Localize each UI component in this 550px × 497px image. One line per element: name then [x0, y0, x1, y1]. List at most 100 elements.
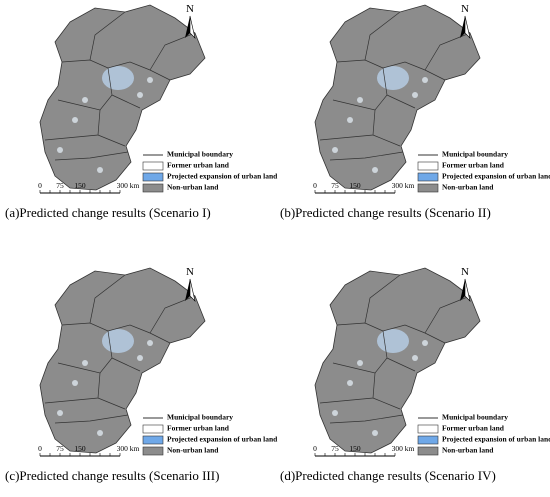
legend-swatch: [417, 183, 439, 193]
scale-label: 300 km: [117, 181, 140, 190]
legend-label: Former urban land: [442, 161, 505, 170]
boundary: [111, 357, 141, 372]
panel: N Municipal boundary Former urban land Proj…: [280, 266, 550, 483]
urban-patch: [372, 167, 378, 173]
scale-label: 75: [331, 181, 339, 190]
north-arrow: [189, 278, 196, 302]
boundary: [57, 330, 113, 374]
panel: N Municipal boundary Former urban land Proj…: [5, 3, 278, 220]
scale-label: 0: [38, 181, 42, 190]
legend-label: Former urban land: [167, 161, 230, 170]
urban-patch: [412, 92, 418, 98]
north-arrow: [185, 16, 190, 38]
boundary: [54, 151, 129, 161]
boundary: [424, 32, 471, 71]
scale-label: 0: [313, 444, 317, 453]
boundary: [149, 295, 196, 334]
scale-label: 300 km: [392, 444, 415, 453]
legend-label: Municipal boundary: [442, 150, 508, 159]
scale-label: 150: [349, 444, 361, 453]
north-arrow: [460, 279, 465, 301]
north-arrow: [189, 15, 196, 39]
boundary: [89, 11, 126, 61]
legend-label: Former urban land: [167, 424, 230, 433]
boundary: [364, 11, 401, 61]
legend-label: Municipal boundary: [167, 413, 233, 422]
north-label: N: [186, 3, 194, 15]
urban-patch: [97, 430, 103, 436]
boundary: [329, 151, 404, 161]
north-label: N: [461, 3, 469, 15]
boundary: [336, 322, 446, 344]
legend-label: Former urban land: [442, 424, 505, 433]
north-label: N: [186, 266, 194, 278]
scale-label: 0: [313, 181, 317, 190]
boundary: [61, 59, 171, 81]
urban-patch: [332, 410, 338, 416]
urban-patch: [82, 97, 88, 103]
urban-patch: [137, 92, 143, 98]
scale-label: 75: [56, 181, 64, 190]
region: [39, 4, 206, 191]
urban-patch: [347, 117, 353, 123]
legend-label: Non-urban land: [167, 183, 219, 192]
scale-label: 0: [38, 444, 42, 453]
boundary: [97, 397, 126, 410]
legend-label: Non-urban land: [442, 446, 494, 455]
urban-patch: [57, 147, 63, 153]
boundary: [364, 274, 401, 324]
boundary: [89, 274, 126, 324]
panel: N Municipal boundary Former urban land Proj…: [280, 3, 550, 220]
scale-label: 150: [74, 181, 86, 190]
legend-label: Projected expansion of urban land: [442, 172, 550, 181]
urban-patch: [422, 340, 428, 346]
legend-swatch: [142, 435, 164, 445]
boundary: [386, 357, 416, 372]
urban-core: [102, 66, 134, 90]
urban-core: [102, 329, 134, 353]
boundary: [111, 94, 141, 109]
urban-patch: [422, 77, 428, 83]
urban-core: [377, 329, 409, 353]
boundary: [54, 414, 129, 424]
urban-patch: [137, 355, 143, 361]
urban-patch: [332, 147, 338, 153]
north-label: N: [461, 266, 469, 278]
legend-label: Non-urban land: [167, 446, 219, 455]
urban-patch: [357, 360, 363, 366]
scale-label: 75: [56, 444, 64, 453]
boundary: [57, 67, 113, 111]
scale-label: 300 km: [117, 444, 140, 453]
legend-swatch: [142, 446, 164, 456]
urban-patch: [412, 355, 418, 361]
boundary: [372, 397, 401, 410]
caption: (b)Predicted change results (Scenario II…: [280, 205, 491, 220]
region: [314, 267, 481, 454]
north-arrow: [464, 278, 471, 302]
urban-patch: [357, 97, 363, 103]
urban-patch: [57, 410, 63, 416]
legend-label: Projected expansion of urban land: [167, 172, 278, 181]
legend-label: Projected expansion of urban land: [167, 435, 278, 444]
boundary: [332, 330, 388, 374]
urban-patch: [147, 77, 153, 83]
urban-patch: [372, 430, 378, 436]
urban-patch: [147, 340, 153, 346]
urban-patch: [82, 360, 88, 366]
north-arrow: [460, 16, 465, 38]
panel: N Municipal boundary Former urban land Proj…: [5, 266, 278, 483]
boundary: [336, 59, 446, 81]
urban-patch: [97, 167, 103, 173]
region: [314, 4, 481, 191]
scale-label: 75: [331, 444, 339, 453]
north-arrow: [464, 15, 471, 39]
legend-label: Municipal boundary: [442, 413, 508, 422]
urban-core: [377, 66, 409, 90]
urban-patch: [72, 117, 78, 123]
boundary: [372, 134, 401, 147]
legend-swatch: [417, 424, 439, 434]
legend-label: Non-urban land: [442, 183, 494, 192]
scale-label: 150: [74, 444, 86, 453]
boundary: [97, 134, 126, 147]
